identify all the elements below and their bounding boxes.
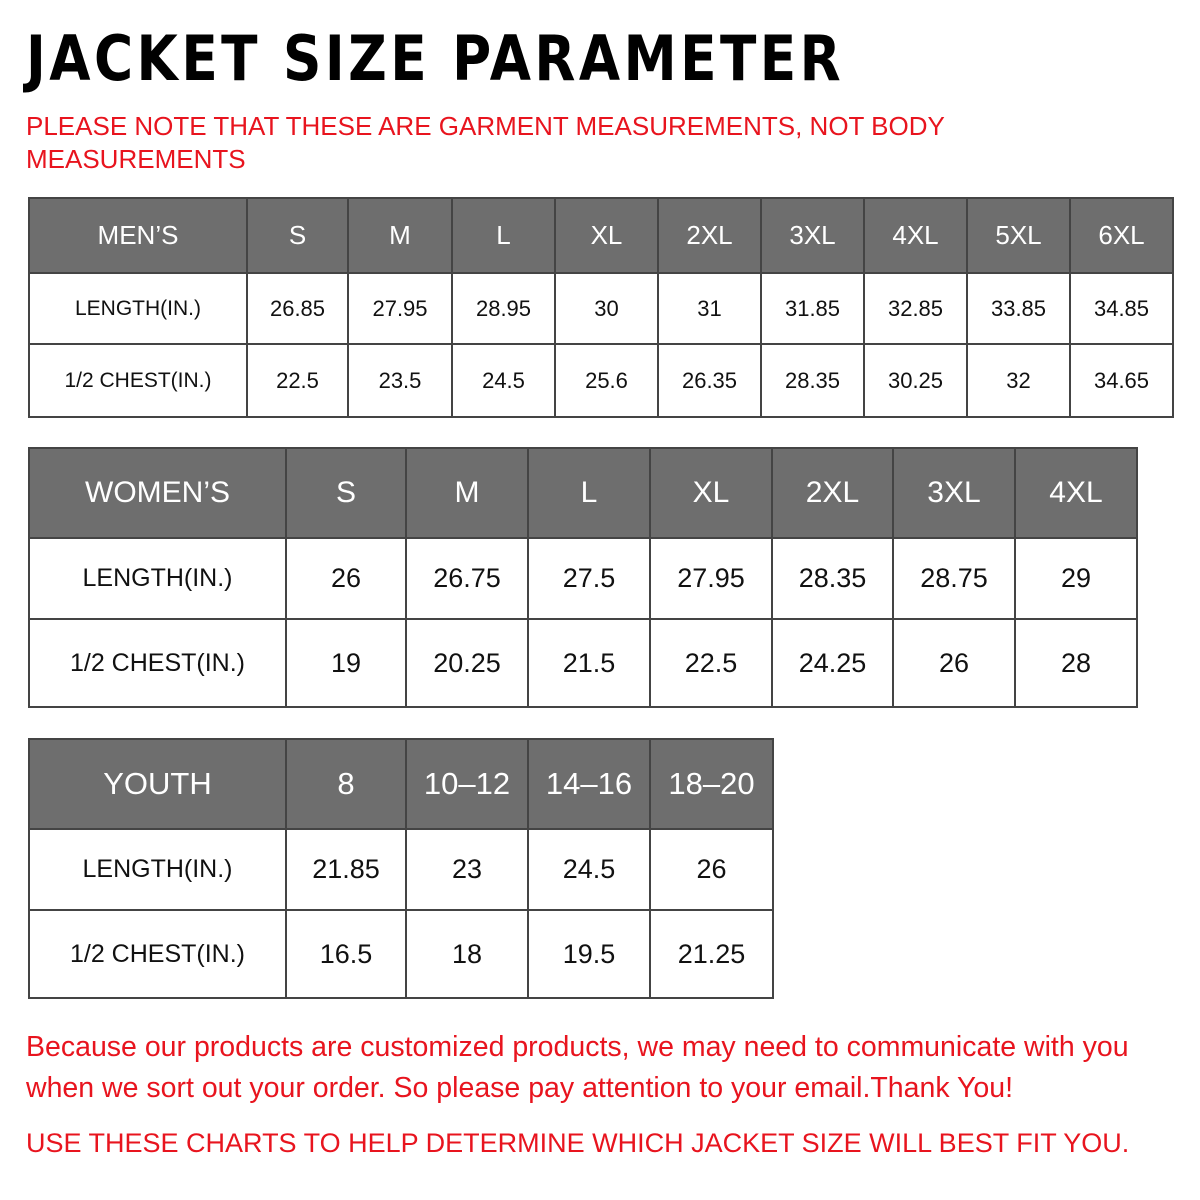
measurement: 27.95 xyxy=(649,537,773,620)
size-label: 3XL xyxy=(892,447,1016,539)
header-row: YOUTH 8 10–12 14–16 18–20 xyxy=(28,738,774,830)
row-label: MEN’S xyxy=(28,197,248,274)
measurement: 34.65 xyxy=(1069,343,1174,418)
footer-instruction: USE THESE CHARTS TO HELP DETERMINE WHICH… xyxy=(26,1128,1130,1158)
measurement: 25.6 xyxy=(554,343,659,418)
measurement: 21.25 xyxy=(649,909,774,999)
measurement: 26 xyxy=(649,828,774,911)
measurement: 27.95 xyxy=(347,272,453,345)
measurement: 26.85 xyxy=(246,272,349,345)
data-row: 1/2 CHEST(IN.) 16.5 18 19.5 21.25 xyxy=(28,909,774,999)
size-table: WOMEN’S S M L XL 2XL 3XL 4XL LENGTH(IN.) 26 26.75 2… xyxy=(28,447,1138,708)
footer-message: Because our products are customized prod… xyxy=(26,1031,1129,1104)
data-row: LENGTH(IN.) 26 26.75 27.5 27.95 28.35 28.75 29 xyxy=(28,537,1138,620)
size-label: 5XL xyxy=(966,197,1071,274)
measurement: 31.85 xyxy=(760,272,865,345)
size-label: 3XL xyxy=(760,197,865,274)
measurement: 19.5 xyxy=(527,909,651,999)
title: JACKET SIZE PARAMETER xyxy=(26,22,845,95)
measurement: 28.75 xyxy=(892,537,1016,620)
row-label: WOMEN’S xyxy=(28,447,287,539)
measurement: 30 xyxy=(554,272,659,345)
row-label: LENGTH(IN.) xyxy=(28,272,248,345)
measurement: 26.75 xyxy=(405,537,529,620)
header-row: WOMEN’S S M L XL 2XL 3XL 4XL xyxy=(28,447,1138,539)
row-label: YOUTH xyxy=(28,738,287,830)
measurement: 26.35 xyxy=(657,343,762,418)
measurement: 16.5 xyxy=(285,909,407,999)
measurement: 23.5 xyxy=(347,343,453,418)
data-row: LENGTH(IN.) 21.85 23 24.5 26 xyxy=(28,828,774,911)
measurement: 26 xyxy=(285,537,407,620)
measurement: 27.5 xyxy=(527,537,651,620)
size-label: M xyxy=(347,197,453,274)
measurement: 31 xyxy=(657,272,762,345)
measurement: 33.85 xyxy=(966,272,1071,345)
data-row: 1/2 CHEST(IN.) 19 20.25 21.5 22.5 24.25 26 28 xyxy=(28,618,1138,708)
size-label: 4XL xyxy=(1014,447,1138,539)
measurement: 24.5 xyxy=(527,828,651,911)
measurement: 28.95 xyxy=(451,272,556,345)
row-label: 1/2 CHEST(IN.) xyxy=(28,909,287,999)
measurement: 24.5 xyxy=(451,343,556,418)
header-row: MEN’S S M L XL 2XL 3XL 4XL 5XL 6XL xyxy=(28,197,1174,274)
note: PLEASE NOTE THAT THESE ARE GARMENT MEASU… xyxy=(26,111,945,174)
measurement: 28.35 xyxy=(771,537,894,620)
measurement: 18 xyxy=(405,909,529,999)
size-label: XL xyxy=(554,197,659,274)
row-label: LENGTH(IN.) xyxy=(28,537,287,620)
row-label: 1/2 CHEST(IN.) xyxy=(28,618,287,708)
measurement: 19 xyxy=(285,618,407,708)
measurement: 32 xyxy=(966,343,1071,418)
row-label: LENGTH(IN.) xyxy=(28,828,287,911)
size-label: L xyxy=(451,197,556,274)
measurement: 23 xyxy=(405,828,529,911)
size-label: 14–16 xyxy=(527,738,651,830)
size-label: 10–12 xyxy=(405,738,529,830)
size-label: 2XL xyxy=(771,447,894,539)
measurement: 21.5 xyxy=(527,618,651,708)
data-row: LENGTH(IN.) 26.85 27.95 28.95 30 31 31.85 32.85… xyxy=(28,272,1174,345)
measurement: 22.5 xyxy=(246,343,349,418)
measurement: 34.85 xyxy=(1069,272,1174,345)
size-label: XL xyxy=(649,447,773,539)
size-label: S xyxy=(246,197,349,274)
size-label: 4XL xyxy=(863,197,968,274)
measurement: 26 xyxy=(892,618,1016,708)
size-label: S xyxy=(285,447,407,539)
size-label: 6XL xyxy=(1069,197,1174,274)
size-label: L xyxy=(527,447,651,539)
measurement: 29 xyxy=(1014,537,1138,620)
measurement: 30.25 xyxy=(863,343,968,418)
size-table: YOUTH 8 10–12 14–16 18–20 LENGTH(IN.) 21.85 23 2… xyxy=(28,738,774,999)
size-label: 18–20 xyxy=(649,738,774,830)
measurement: 28 xyxy=(1014,618,1138,708)
size-table: MEN’S S M L XL 2XL 3XL 4XL 5XL 6XL LENGTH(IN.) 26.8… xyxy=(28,197,1174,418)
measurement: 32.85 xyxy=(863,272,968,345)
measurement: 28.35 xyxy=(760,343,865,418)
size-label: 2XL xyxy=(657,197,762,274)
size-label: 8 xyxy=(285,738,407,830)
measurement: 22.5 xyxy=(649,618,773,708)
measurement: 20.25 xyxy=(405,618,529,708)
measurement: 21.85 xyxy=(285,828,407,911)
size-label: M xyxy=(405,447,529,539)
row-label: 1/2 CHEST(IN.) xyxy=(28,343,248,418)
data-row: 1/2 CHEST(IN.) 22.5 23.5 24.5 25.6 26.35 28.35… xyxy=(28,343,1174,418)
measurement: 24.25 xyxy=(771,618,894,708)
